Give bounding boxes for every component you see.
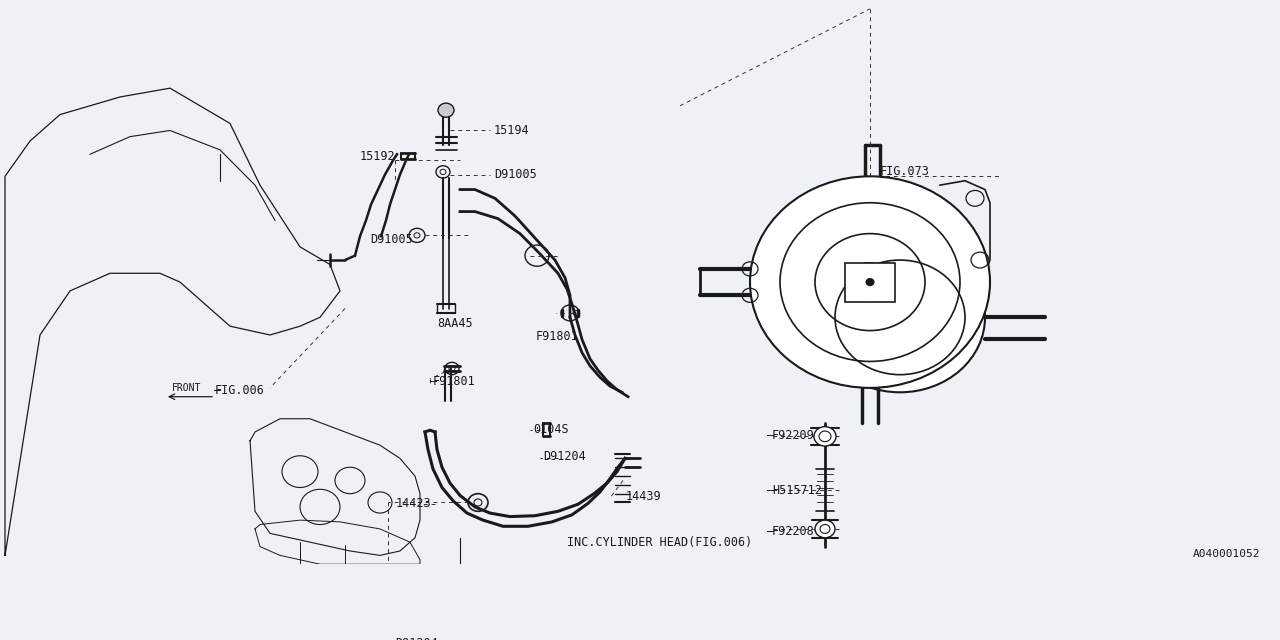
Text: A040001052: A040001052 (1193, 548, 1260, 559)
Text: H515712: H515712 (772, 484, 822, 497)
Text: 14439: 14439 (626, 490, 662, 503)
Circle shape (815, 520, 835, 538)
Text: 15194: 15194 (494, 124, 530, 137)
Text: F91801: F91801 (536, 330, 579, 343)
Text: —: — (767, 429, 774, 442)
Text: F91801: F91801 (433, 375, 476, 388)
Circle shape (750, 176, 989, 388)
Circle shape (815, 243, 986, 392)
Circle shape (438, 103, 454, 117)
Text: —: — (767, 484, 774, 497)
Text: 14423: 14423 (396, 497, 431, 510)
Text: D91005: D91005 (494, 168, 536, 181)
Text: FRONT: FRONT (172, 383, 201, 393)
Text: 0104S: 0104S (532, 423, 568, 436)
Text: —: — (767, 525, 774, 538)
Text: F92209: F92209 (772, 429, 815, 442)
Text: FIG.073: FIG.073 (881, 165, 929, 179)
Text: —: — (214, 384, 221, 397)
Text: D91005: D91005 (370, 234, 412, 246)
Text: —: — (430, 375, 438, 388)
Text: FIG.006: FIG.006 (215, 384, 265, 397)
Circle shape (867, 278, 874, 285)
Text: D91204: D91204 (396, 637, 438, 640)
Text: F92208: F92208 (772, 525, 815, 538)
Text: 15192: 15192 (360, 150, 396, 163)
Text: INC.CYLINDER HEAD(FIG.006): INC.CYLINDER HEAD(FIG.006) (567, 536, 753, 548)
Text: D91204: D91204 (543, 450, 586, 463)
Bar (845, 262, 895, 302)
Circle shape (814, 427, 836, 446)
Text: 8AA45: 8AA45 (436, 317, 472, 330)
